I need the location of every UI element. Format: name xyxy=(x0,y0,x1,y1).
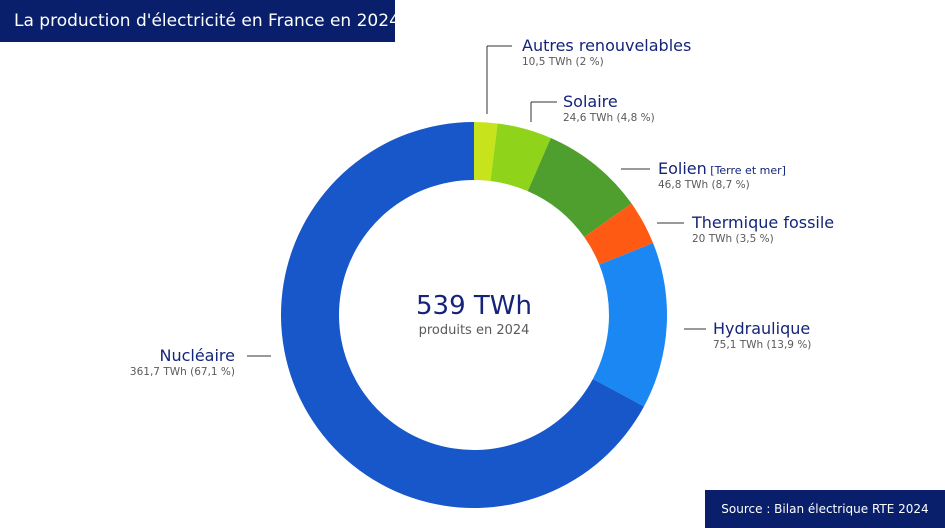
label-hydraulique: Hydraulique xyxy=(713,319,810,338)
slice-solaire xyxy=(490,123,551,192)
slice-nucleaire xyxy=(280,122,644,509)
sublabel-thermique-fossile: 20 TWh (3,5 %) xyxy=(692,233,774,245)
label-qualifier-eolien: [Terre et mer] xyxy=(707,164,786,177)
slice-eolien xyxy=(527,137,632,238)
label-nucleaire: Nucléaire xyxy=(159,346,235,365)
label-solaire: Solaire xyxy=(563,92,618,111)
label-eolien: Eolien [Terre et mer] xyxy=(658,159,786,178)
center-total: 539 TWh xyxy=(416,291,532,321)
label-autres-renouvelables: Autres renouvelables xyxy=(522,36,691,55)
sublabel-autres-renouvelables: 10,5 TWh (2 %) xyxy=(522,56,604,68)
donut-slices xyxy=(280,122,667,509)
source-note: Source : Bilan électrique RTE 2024 xyxy=(705,490,945,528)
sublabel-solaire: 24,6 TWh (4,8 %) xyxy=(563,112,655,124)
center-caption: produits en 2024 xyxy=(419,323,530,338)
label-thermique-fossile: Thermique fossile xyxy=(691,213,834,232)
sublabel-nucleaire: 361,7 TWh (67,1 %) xyxy=(130,366,235,378)
slice-hydraulique xyxy=(592,243,667,407)
chart-title: La production d'électricité en France en… xyxy=(0,0,400,42)
slice-autres-renouvelables xyxy=(474,122,498,182)
sublabel-eolien: 46,8 TWh (8,7 %) xyxy=(658,179,750,191)
slice-thermique-fossile xyxy=(584,203,654,265)
sublabel-hydraulique: 75,1 TWh (13,9 %) xyxy=(713,339,811,351)
leader-lines xyxy=(247,45,706,357)
